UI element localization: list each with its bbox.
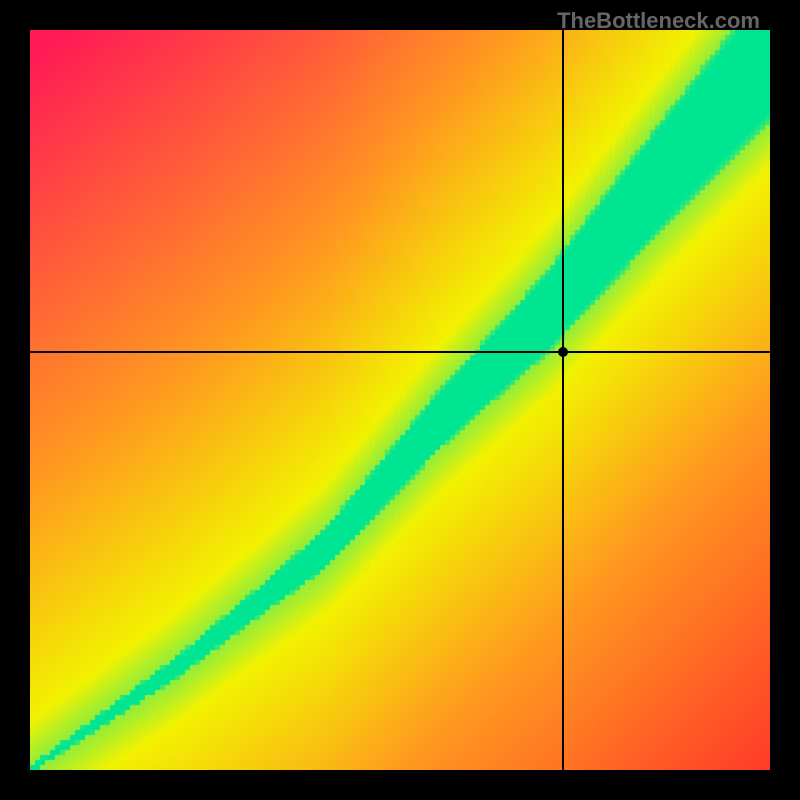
crosshair-vertical (562, 30, 564, 770)
chart-container: { "watermark": { "text": "TheBottleneck.… (0, 0, 800, 800)
heatmap-canvas (30, 30, 770, 770)
crosshair-horizontal (30, 351, 770, 353)
crosshair-marker (558, 347, 568, 357)
watermark-text: TheBottleneck.com (557, 8, 760, 34)
plot-area (30, 30, 770, 770)
